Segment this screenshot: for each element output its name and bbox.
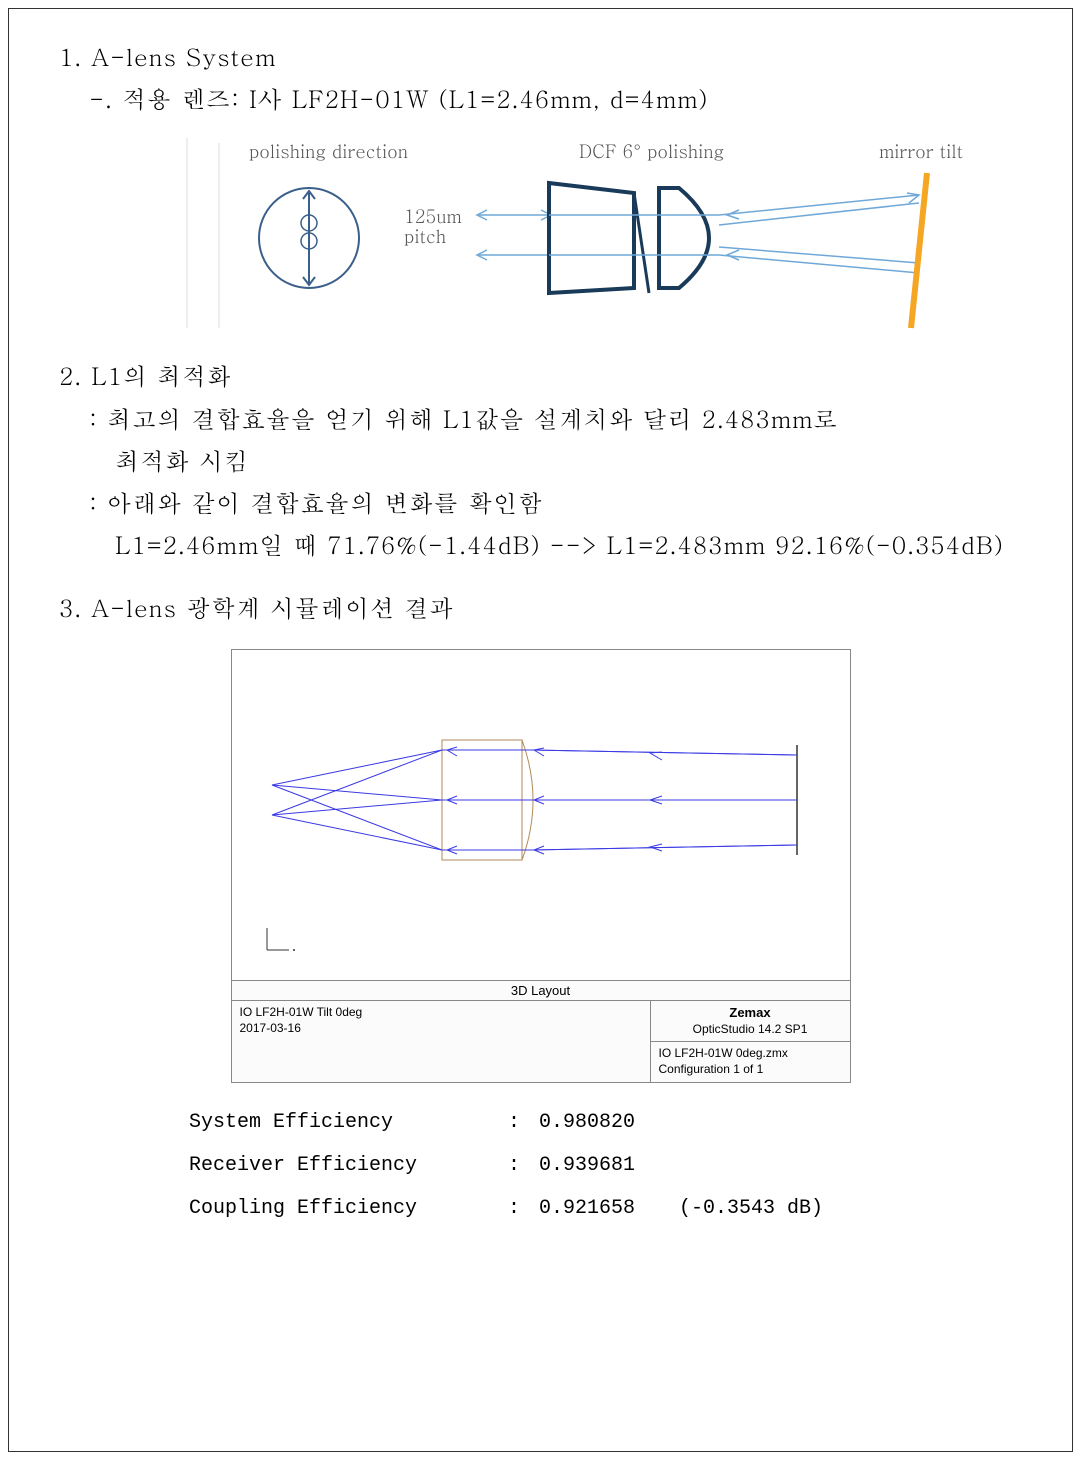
zemax-file-name: IO LF2H-01W 0deg.zmx [659,1046,842,1062]
label-mirror: mirror tilt [879,139,964,164]
zemax-config: Configuration 1 of 1 [659,1062,842,1078]
label-polishing-direction: polishing direction [249,139,408,164]
eff-extra: (-0.3543 dB) [679,1197,823,1220]
zemax-date: 2017-03-16 [240,1021,642,1037]
eff-value: 0.939681 [539,1154,679,1177]
label-dcf: DCF 6° polishing [579,139,724,164]
section2-line3: L1=2.46mm일 때 71.76%(-1.44dB) --> L1=2.48… [115,526,1022,562]
zemax-info-block: IO LF2H-01W Tilt 0deg 2017-03-16 Zemax O… [232,1000,850,1082]
eff-colon: : [489,1111,539,1134]
eff-colon: : [489,1197,539,1220]
eff-colon: : [489,1154,539,1177]
section2-line2: : 아래와 같이 결합효율의 변화를 확인함 [89,484,1022,520]
section2-heading: 2. L1의 최적화 [59,358,1022,392]
zemax-title: IO LF2H-01W Tilt 0deg [240,1005,642,1021]
zemax-software-ver: OpticStudio 14.2 SP1 [693,1022,808,1036]
eff-label: Coupling Efficiency [189,1197,489,1220]
section1-heading: 1. A-lens System [59,39,1022,73]
section3-heading: 3. A-lens 광학계 시뮬레이션 결과 [59,590,1022,624]
table-row: System Efficiency : 0.980820 [189,1111,1022,1134]
section1-sub: -. 적용 렌즈: I사 LF2H-01W (L1=2.46mm, d=4mm) [89,81,1022,115]
eff-label: System Efficiency [189,1111,489,1134]
zemax-software-name: Zemax [729,1005,770,1020]
zemax-caption: 3D Layout [232,980,850,1000]
table-row: Coupling Efficiency : 0.921658 (-0.3543 … [189,1197,1022,1220]
eff-value: 0.921658 [539,1197,679,1220]
efficiency-table: System Efficiency : 0.980820 Receiver Ef… [189,1111,1022,1220]
diagram-optical-schematic: polishing direction DCF 6° polishing mir… [179,133,979,333]
table-row: Receiver Efficiency : 0.939681 [189,1154,1022,1177]
eff-label: Receiver Efficiency [189,1154,489,1177]
svg-text:pitch: pitch [404,224,446,249]
eff-value: 0.980820 [539,1111,679,1134]
zemax-3d-layout-plot [232,650,850,980]
section2-line1: : 최고의 결합효율을 얻기 위해 L1값을 설계치와 달리 2.483mm로 [89,400,1022,436]
page-border: 1. A-lens System -. 적용 렌즈: I사 LF2H-01W (… [8,8,1073,1452]
zemax-figure: 3D Layout IO LF2H-01W Tilt 0deg 2017-03-… [231,649,851,1083]
section2-line1b: 최적화 시킴 [115,442,1022,478]
